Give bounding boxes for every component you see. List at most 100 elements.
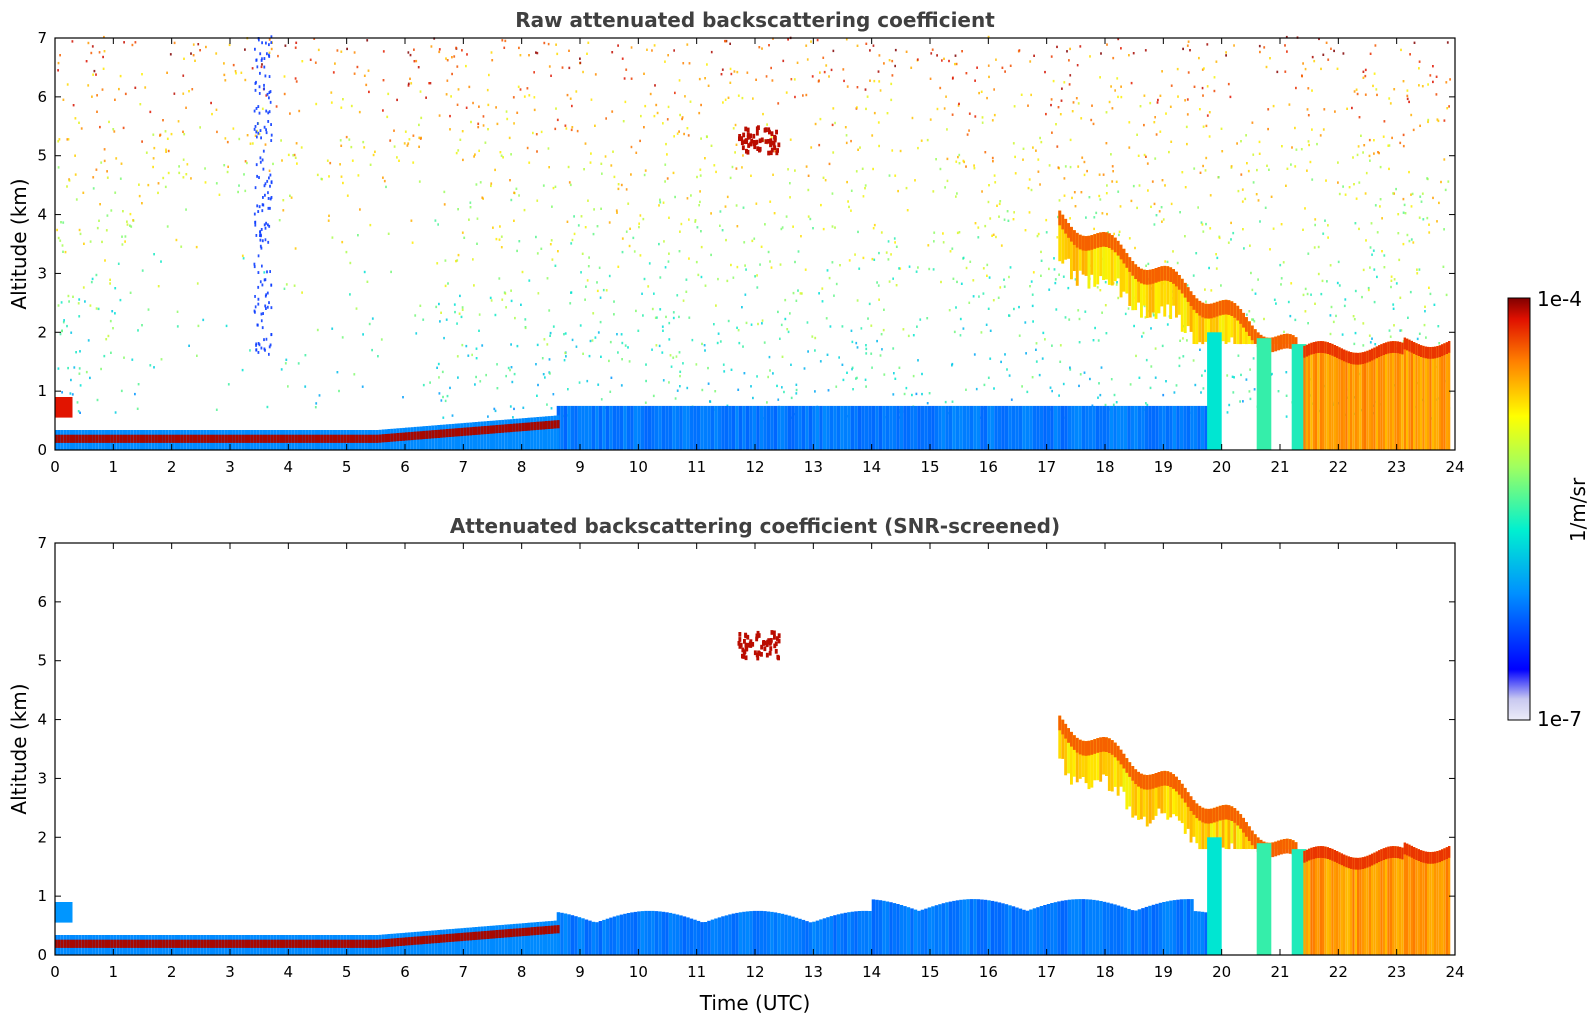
boundary-layer-band — [843, 912, 848, 955]
noise-speckle — [1136, 133, 1138, 136]
noise-speckle — [1448, 105, 1450, 108]
noise-speckle — [92, 176, 95, 179]
boundary-layer-band — [1123, 405, 1128, 450]
boundary-layer-band — [770, 405, 774, 450]
noise-speckle — [1138, 376, 1141, 379]
noise-speckle — [850, 209, 852, 212]
aerosol-layer-cell — [375, 434, 379, 443]
noise-speckle — [686, 197, 689, 200]
cloud-cell — [1221, 300, 1225, 342]
cloud-cell — [753, 144, 757, 150]
noise-speckle — [173, 92, 176, 95]
noise-speckle — [1282, 261, 1285, 264]
noise-speckle — [841, 325, 844, 328]
noise-speckle — [490, 299, 493, 302]
boundary-layer-band — [512, 418, 516, 450]
cloud-cell — [1408, 339, 1411, 450]
noise-speckle — [651, 49, 653, 52]
noise-speckle — [756, 375, 758, 378]
noise-speckle — [518, 46, 520, 50]
noise-speckle — [1241, 200, 1244, 203]
noise-speckle — [269, 184, 271, 188]
noise-speckle — [891, 149, 894, 152]
boundary-layer-band — [1106, 902, 1110, 955]
noise-speckle — [892, 277, 894, 280]
noise-speckle — [1204, 369, 1206, 373]
aerosol-layer-cell — [145, 434, 149, 443]
boundary-layer-band — [693, 405, 697, 450]
noise-speckle — [769, 369, 771, 372]
cloud-cell — [775, 150, 779, 156]
noise-speckle — [294, 156, 297, 159]
noise-speckle — [425, 96, 427, 99]
boundary-layer-band — [527, 417, 531, 450]
noise-speckle — [1176, 67, 1179, 71]
noise-speckle — [98, 51, 101, 54]
noise-speckle — [569, 302, 572, 305]
noise-speckle — [157, 285, 160, 288]
noise-speckle — [960, 282, 963, 285]
cloud-cell — [1102, 232, 1105, 280]
noise-speckle — [978, 295, 980, 298]
aerosol-layer-cell — [165, 939, 169, 948]
aerosol-layer-cell — [393, 938, 397, 947]
noise-speckle — [821, 287, 824, 290]
aerosol-layer-cell — [294, 939, 298, 948]
aerosol-layer-cell — [553, 420, 557, 429]
noise-speckle — [871, 366, 873, 369]
noise-speckle — [281, 159, 283, 162]
aerosol-layer-cell — [104, 434, 108, 443]
noise-speckle — [1322, 53, 1325, 56]
noise-speckle — [196, 282, 199, 285]
noise-speckle — [1428, 286, 1430, 289]
boundary-layer-band — [1130, 910, 1135, 955]
noise-speckle — [124, 92, 127, 96]
noise-speckle — [727, 96, 730, 99]
noise-speckle — [1013, 105, 1016, 108]
aerosol-layer-cell — [104, 939, 108, 948]
noise-speckle — [160, 260, 162, 263]
noise-speckle — [513, 191, 515, 194]
cloud-cell — [1373, 852, 1376, 955]
noise-speckle — [149, 364, 152, 367]
noise-speckle — [340, 175, 343, 178]
noise-speckle — [766, 123, 768, 126]
noise-speckle — [894, 241, 896, 244]
noise-speckle — [691, 338, 694, 342]
noise-speckle — [498, 277, 501, 280]
boundary-layer-band — [703, 405, 708, 450]
cloud-cell — [1218, 805, 1222, 821]
noise-speckle — [1149, 101, 1152, 105]
cloud-cell — [1070, 731, 1073, 747]
noise-speckle — [162, 119, 164, 122]
cloud-cell — [1131, 766, 1135, 818]
noise-speckle — [101, 240, 103, 244]
noise-speckle — [1449, 78, 1451, 81]
noise-speckle — [1113, 232, 1115, 236]
cloud-cell — [774, 649, 778, 654]
boundary-layer-band — [889, 405, 893, 450]
noise-speckle — [975, 387, 978, 391]
noise-speckle — [701, 388, 704, 392]
noise-speckle — [1079, 45, 1082, 48]
aerosol-layer-cell — [550, 420, 554, 429]
aerosol-layer-cell — [384, 434, 388, 443]
noise-speckle — [329, 161, 332, 165]
noise-speckle — [1352, 315, 1355, 318]
noise-speckle — [1446, 107, 1449, 110]
cloud-cell — [1382, 343, 1385, 355]
noise-speckle — [267, 197, 270, 200]
noise-speckle — [986, 96, 988, 100]
cloud-cell — [1378, 850, 1381, 862]
noise-speckle — [415, 332, 418, 335]
boundary-layer-band — [498, 925, 502, 955]
noise-speckle — [517, 85, 520, 88]
boundary-layer-band — [1001, 405, 1005, 450]
cloud-cell — [1288, 839, 1292, 854]
noise-speckle — [270, 133, 273, 137]
noise-speckle — [224, 79, 227, 82]
aerosol-layer-cell — [224, 939, 228, 948]
boundary-layer-band — [973, 405, 977, 450]
noise-speckle — [137, 329, 139, 332]
